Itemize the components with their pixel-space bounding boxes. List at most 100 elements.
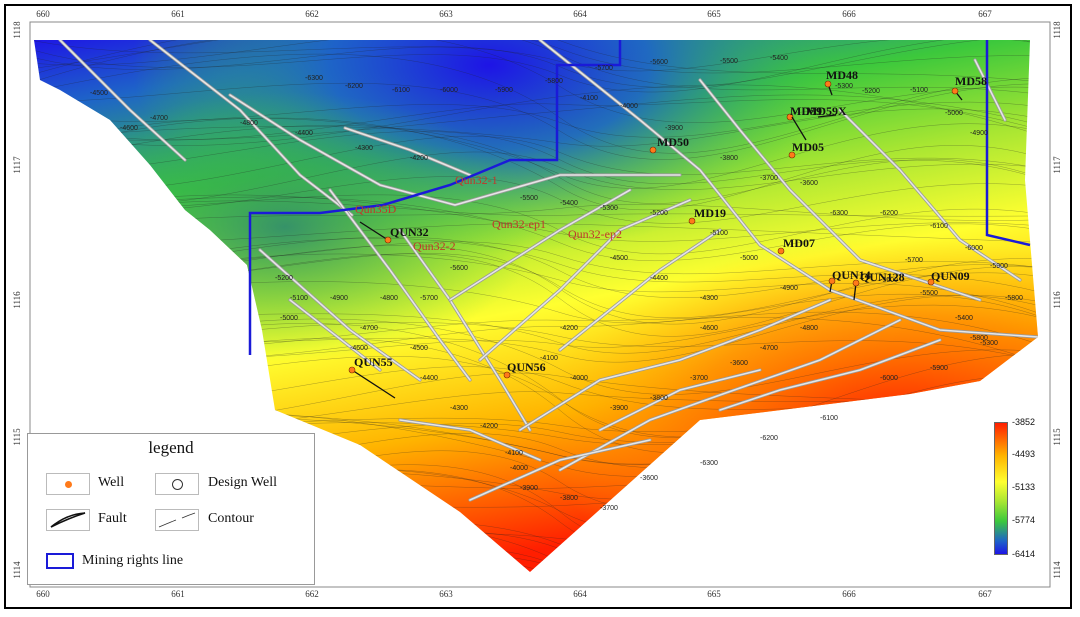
y-tick-label: 1115 (12, 428, 22, 446)
well-symbol-icon (46, 473, 90, 495)
contour-line (34, 40, 1038, 93)
contour-label: -5300 (980, 340, 998, 347)
contour-label: -4500 (610, 255, 628, 262)
well-marker-icon[interactable] (828, 277, 836, 285)
contour-label: -5800 (970, 335, 988, 342)
contour-line (34, 125, 1038, 204)
fault-lines (58, 40, 1038, 502)
contour-label: -5600 (650, 59, 668, 66)
contour-label: -4700 (760, 345, 778, 352)
x-tick-label: 660 (36, 9, 50, 19)
x-tick-label: 663 (439, 589, 453, 599)
fault-line-core (259, 249, 421, 381)
contour-label: -4400 (295, 130, 313, 137)
fault-line-core (539, 40, 1038, 338)
fault-line-core (329, 189, 471, 381)
contour-line (34, 131, 1038, 186)
contour-label: -4100 (580, 95, 598, 102)
contour-label: -6300 (830, 210, 848, 217)
contour-label: -4800 (240, 120, 258, 127)
contour-symbol-icon (155, 509, 199, 531)
fault-line-core (399, 229, 531, 431)
well-marker-icon[interactable] (688, 217, 696, 225)
contour-label: -4700 (150, 115, 168, 122)
contour-line (34, 40, 1038, 85)
depth-colorbar (994, 422, 1008, 555)
fault-line-core (519, 299, 831, 431)
contour-label: -5100 (710, 230, 728, 237)
contour-label: -5600 (450, 265, 468, 272)
well-marker-icon[interactable] (927, 278, 935, 286)
well-marker-icon[interactable] (786, 113, 794, 121)
well-marker-icon[interactable] (503, 371, 511, 379)
fault-line-core (449, 189, 631, 301)
contour-label: -5500 (520, 195, 538, 202)
contour-label: -4300 (700, 295, 718, 302)
contour-label: -5400 (770, 55, 788, 62)
contour-line (34, 176, 1038, 224)
well-label: MD07 (783, 236, 815, 250)
contour-label: -4300 (355, 145, 373, 152)
well-marker-icon[interactable] (852, 279, 860, 287)
x-tick-label: 661 (171, 589, 185, 599)
contour-label: -3900 (610, 405, 628, 412)
contour-label: -4500 (90, 90, 108, 97)
well-label: MD58 (955, 74, 987, 88)
contour-line (34, 53, 1038, 154)
x-tick-label: 667 (978, 589, 992, 599)
design-well-symbol-icon (155, 473, 199, 495)
well-marker-icon[interactable] (951, 87, 959, 95)
contour-label: -3700 (600, 505, 618, 512)
contour-label: -5200 (275, 275, 293, 282)
x-tick-label: 667 (978, 9, 992, 19)
well-label: QUN14 (832, 268, 871, 282)
fault-line-core (399, 419, 541, 461)
contour-label: -6200 (760, 435, 778, 442)
contour-label: -4700 (360, 325, 378, 332)
y-tick-label: 1118 (1052, 21, 1062, 39)
contour-label: -5900 (930, 365, 948, 372)
contour-label: -3800 (560, 495, 578, 502)
well-marker-icon[interactable] (788, 151, 796, 159)
contour-label: -4400 (650, 275, 668, 282)
y-tick-label: 1118 (12, 21, 22, 39)
contour-label: -5900 (495, 87, 513, 94)
contour-label: -5000 (945, 110, 963, 117)
y-tick-label: 1116 (12, 291, 22, 309)
y-tick-label: 1114 (12, 561, 22, 579)
legend-title: legend (148, 438, 194, 457)
contour-label: -3700 (760, 175, 778, 182)
contour-label: -6000 (880, 375, 898, 382)
contour-label: -4000 (510, 465, 528, 472)
contour-label: -5400 (955, 315, 973, 322)
legend-box: legend Well Design Well Fault Contour Mi… (27, 433, 315, 585)
contour-label: -6300 (700, 460, 718, 467)
contour-label: -5000 (740, 255, 758, 262)
design-well-label: Qun35D (355, 202, 397, 216)
graticule-frame (29, 21, 1051, 588)
contour-label: -5800 (1005, 295, 1023, 302)
fault-line-core (559, 319, 901, 471)
contour-line (34, 40, 1038, 74)
contour-label: -5800 (545, 78, 563, 85)
x-tick-label: 665 (707, 9, 721, 19)
contour-label: -5700 (420, 295, 438, 302)
contour-label: -5000 (280, 315, 298, 322)
contour-line (34, 40, 1038, 88)
design-well-label: Qun32-ep2 (568, 227, 622, 241)
fault-line-core (719, 339, 941, 411)
well-marker-icon[interactable] (384, 236, 392, 244)
well-marker-icon[interactable] (649, 146, 657, 154)
well-marker-icon[interactable] (348, 366, 356, 374)
well-marker-icon[interactable] (777, 247, 785, 255)
contour-line (34, 94, 1038, 141)
contour-label: -6100 (392, 87, 410, 94)
contour-label: -5300 (835, 83, 853, 90)
contour-label: -4200 (410, 155, 428, 162)
fault-line-core (479, 199, 691, 361)
contour-label: -4900 (780, 285, 798, 292)
legend-label-contour: Contour (208, 511, 254, 526)
well-marker-icon[interactable] (824, 80, 832, 88)
fault-line-core (289, 299, 381, 371)
